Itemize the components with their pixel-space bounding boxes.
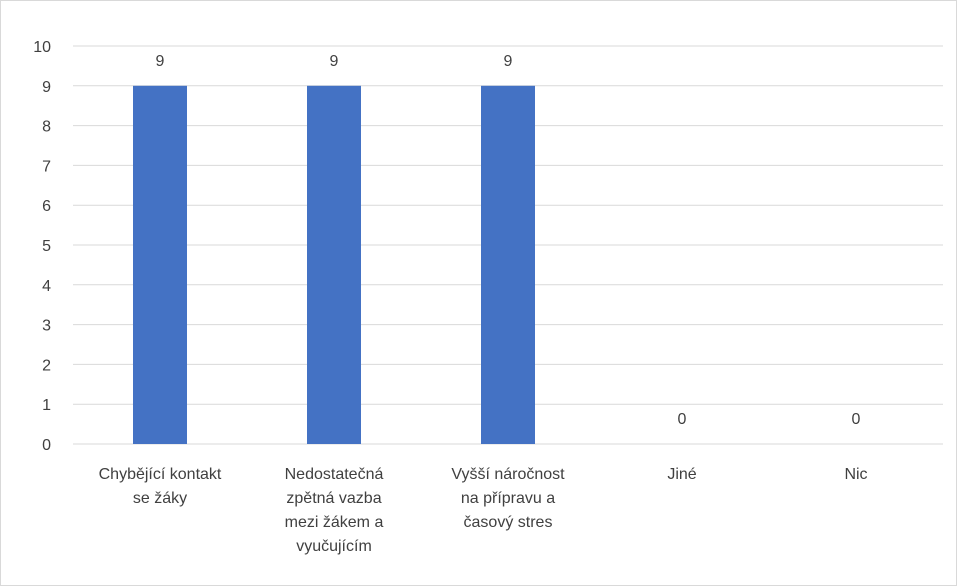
category-label-line: časový stres xyxy=(464,514,553,531)
y-tick-label: 1 xyxy=(42,397,51,414)
y-tick-label: 7 xyxy=(42,158,51,175)
category-label-line: na přípravu a xyxy=(461,490,555,507)
bar xyxy=(481,85,535,445)
y-tick-label: 4 xyxy=(42,278,51,295)
y-axis-ticks: 0 1 2 3 4 5 6 7 8 9 10 xyxy=(33,39,51,454)
bar xyxy=(133,85,187,445)
category-label: Jiné xyxy=(667,466,696,483)
x-axis-categories: Chybějící kontakt se žáky Nedostatečná zpět… xyxy=(99,466,868,555)
y-tick-label: 9 xyxy=(42,79,51,96)
category-label-line: se žáky xyxy=(133,490,187,507)
category-label-line: Chybějící kontakt xyxy=(99,466,222,483)
category-label-line: Jiné xyxy=(667,466,696,483)
y-tick-label: 6 xyxy=(42,198,51,215)
y-tick-label: 5 xyxy=(42,238,51,255)
data-label: 9 xyxy=(330,53,339,70)
category-label-line: Nedostatečná xyxy=(285,466,384,483)
category-label-line: vyučujícím xyxy=(296,538,372,555)
data-label: 9 xyxy=(504,53,513,70)
category-label-line: Vyšší náročnost xyxy=(451,466,565,483)
category-label: Vyšší náročnost na přípravu a časový stres xyxy=(451,466,565,531)
category-label: Chybějící kontakt se žáky xyxy=(99,466,222,507)
bars xyxy=(133,85,535,445)
data-label: 0 xyxy=(852,411,861,428)
data-label: 9 xyxy=(156,53,165,70)
category-label: Nic xyxy=(844,466,867,483)
y-tick-label: 8 xyxy=(42,119,51,136)
data-label: 0 xyxy=(678,411,687,428)
y-tick-label: 3 xyxy=(42,318,51,335)
category-label-line: Nic xyxy=(844,466,867,483)
category-label: Nedostatečná zpětná vazba mezi žákem a vyuč… xyxy=(285,466,384,555)
category-label-line: mezi žákem a xyxy=(285,514,384,531)
y-tick-label: 10 xyxy=(33,39,51,56)
data-labels: 9 9 9 0 0 xyxy=(156,53,861,428)
y-tick-label: 0 xyxy=(42,437,51,454)
category-label-line: zpětná vazba xyxy=(286,490,381,507)
y-tick-label: 2 xyxy=(42,357,51,374)
bar xyxy=(307,85,361,445)
